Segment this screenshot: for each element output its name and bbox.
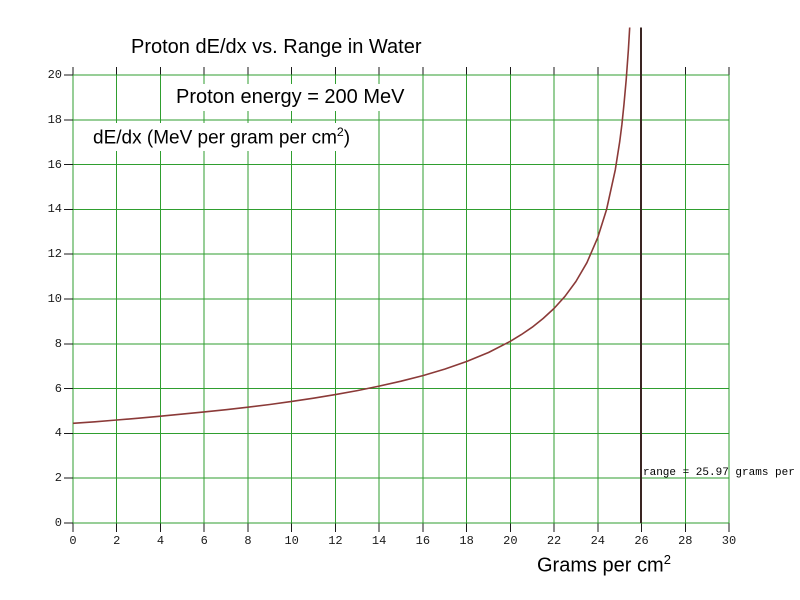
y-axis-tick-label: 8 xyxy=(54,336,62,351)
y-axis-tick-label: 20 xyxy=(47,68,62,82)
x-axis-title-superscript: 2 xyxy=(663,552,671,567)
proton-energy-annotation: Proton energy = 200 MeV xyxy=(170,84,411,111)
x-axis-tick-label: 16 xyxy=(415,534,431,548)
x-axis-tick-label: 2 xyxy=(113,534,121,548)
x-axis-title: Grams per cm2 xyxy=(537,552,671,578)
x-axis-tick-label: 10 xyxy=(284,534,299,548)
y-axis-tick-label: 12 xyxy=(47,247,62,262)
x-axis-tick-label: 24 xyxy=(590,534,605,548)
range-annotation: range = 25.97 grams per xyxy=(643,467,795,479)
y-axis-tick-label: 18 xyxy=(47,112,62,127)
x-axis-tick-label: 0 xyxy=(69,534,77,548)
y-axis-units-suffix: ) xyxy=(343,127,351,149)
x-axis-tick-label: 26 xyxy=(634,534,649,548)
y-axis-tick-label: 0 xyxy=(54,516,62,530)
y-axis-tick-label: 10 xyxy=(47,292,62,306)
x-axis-tick-label: 14 xyxy=(371,534,387,548)
y-axis-units-annotation: dE/dx (MeV per gram per cm2) xyxy=(88,123,356,152)
y-axis-units-superscript: 2 xyxy=(336,125,344,139)
x-axis-tick-label: 22 xyxy=(546,534,562,548)
x-axis-tick-label: 20 xyxy=(503,534,518,548)
y-axis-units-prefix: dE/dx (MeV per gram per cm xyxy=(93,127,337,149)
chart-title: Proton dE/dx vs. Range in Water xyxy=(131,36,422,58)
dedx-curve xyxy=(72,27,631,425)
x-axis-tick-label: 12 xyxy=(328,534,343,548)
x-axis-tick-label: 30 xyxy=(721,534,737,548)
x-axis-tick-label: 28 xyxy=(678,534,693,548)
y-axis-tick-label: 14 xyxy=(47,202,62,217)
y-axis-tick-label: 4 xyxy=(54,426,62,441)
x-axis-tick-label: 8 xyxy=(244,534,252,548)
x-axis-tick-label: 18 xyxy=(459,534,474,548)
y-axis-tick-label: 6 xyxy=(54,381,62,396)
x-axis-title-prefix: Grams per cm xyxy=(537,554,664,577)
x-axis-tick-label: 4 xyxy=(156,534,165,548)
x-axis-tick-label: 6 xyxy=(200,534,208,548)
y-axis-tick-label: 2 xyxy=(54,471,62,486)
y-axis-tick-label: 16 xyxy=(47,157,62,172)
